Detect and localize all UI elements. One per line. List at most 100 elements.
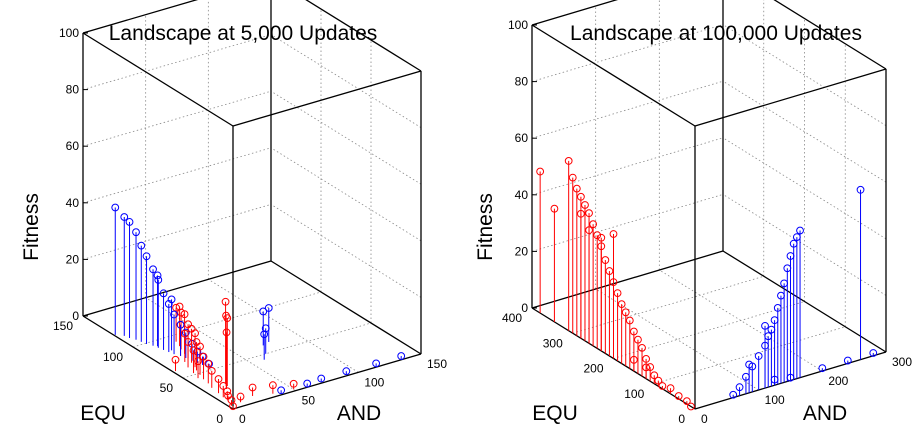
data-point-marker bbox=[196, 342, 204, 351]
z-tick-label: 20 bbox=[515, 244, 529, 258]
back-wall-gridline bbox=[82, 90, 272, 147]
axis-box-edge bbox=[531, 0, 619, 26]
z-tick-label: 100 bbox=[59, 26, 79, 40]
x-tick-label: 0 bbox=[701, 412, 708, 426]
data-point-marker bbox=[792, 233, 801, 242]
axis-box-edge bbox=[531, 24, 696, 127]
x-tick-label: 200 bbox=[828, 374, 848, 388]
z-tick-label: 20 bbox=[66, 252, 80, 266]
data-point-marker bbox=[735, 383, 744, 392]
data-point-marker bbox=[171, 355, 180, 364]
data-point-marker bbox=[268, 381, 277, 390]
data-point-marker bbox=[658, 382, 667, 390]
data-point-marker bbox=[780, 279, 789, 288]
data-point-marker bbox=[666, 384, 675, 393]
x-tick-label: 100 bbox=[364, 375, 384, 389]
axis-box-edge bbox=[82, 260, 272, 317]
data-point-marker bbox=[745, 360, 754, 369]
data-point-marker bbox=[261, 324, 270, 333]
data-point-marker bbox=[742, 372, 750, 381]
axis-box-edge bbox=[694, 68, 887, 127]
data-point-marker bbox=[601, 256, 610, 264]
data-point-marker bbox=[621, 308, 630, 317]
data-point-marker bbox=[761, 321, 769, 330]
x-tick-label: 100 bbox=[765, 393, 785, 407]
data-point-marker bbox=[153, 271, 162, 280]
floor-gridline bbox=[572, 275, 764, 334]
axis-box-edge bbox=[232, 70, 422, 127]
data-point-marker bbox=[856, 185, 865, 194]
data-point-marker bbox=[137, 241, 146, 250]
axis-box-edge bbox=[305, 0, 422, 72]
data-point-marker bbox=[568, 173, 577, 182]
data-point-marker bbox=[786, 252, 795, 260]
data-point-marker bbox=[189, 346, 198, 355]
data-point-marker bbox=[646, 363, 655, 371]
data-point-marker bbox=[770, 316, 779, 325]
data-point-marker bbox=[204, 359, 213, 368]
side-wall-gridline bbox=[270, 34, 422, 128]
data-point-marker bbox=[223, 387, 232, 396]
y-tick-label: 100 bbox=[103, 350, 123, 364]
data-point-marker bbox=[629, 355, 638, 364]
axis-box-edge bbox=[82, 315, 234, 410]
data-point-marker bbox=[577, 209, 585, 218]
data-point-marker bbox=[597, 233, 606, 242]
data-point-marker bbox=[581, 201, 589, 209]
data-point-marker bbox=[796, 226, 804, 235]
data-point-marker bbox=[132, 228, 140, 237]
data-point-marker bbox=[654, 376, 663, 385]
floor-gridline bbox=[208, 278, 359, 373]
data-point-marker bbox=[180, 310, 189, 319]
data-point-marker bbox=[207, 366, 216, 375]
data-point-marker bbox=[149, 265, 157, 274]
data-point-marker bbox=[767, 325, 776, 334]
data-point-marker bbox=[634, 335, 642, 344]
data-point-marker bbox=[248, 383, 257, 392]
side-wall-gridline bbox=[270, 204, 422, 298]
axis-box-edge bbox=[82, 0, 199, 34]
data-point-marker bbox=[142, 252, 151, 261]
back-wall-gridline bbox=[531, 137, 724, 196]
data-point-marker bbox=[589, 220, 598, 229]
data-point-marker bbox=[642, 354, 650, 363]
data-point-marker bbox=[682, 397, 691, 406]
data-point-marker bbox=[222, 328, 231, 337]
y-tick-label: 200 bbox=[583, 362, 603, 376]
y-axis-label: EQU bbox=[80, 402, 126, 425]
chart-panel-2: 0 20 40 60 80 100 0 100 200 300 0 100 200 300 400 Lands… bbox=[474, 0, 912, 426]
z-tick-label: 0 bbox=[521, 301, 528, 315]
axis-box-edge bbox=[773, 0, 887, 70]
data-point-marker bbox=[397, 352, 406, 360]
y-axis-label: EQU bbox=[532, 402, 578, 425]
data-point-marker bbox=[199, 352, 208, 361]
z-tick-label: 80 bbox=[515, 75, 529, 89]
data-point-marker bbox=[260, 330, 269, 339]
data-point-marker bbox=[585, 226, 593, 235]
x-tick-label: 150 bbox=[427, 357, 447, 371]
floor-gridline bbox=[654, 326, 846, 385]
data-point-marker bbox=[687, 402, 695, 411]
data-point-marker bbox=[177, 308, 185, 317]
data-point-marker bbox=[111, 203, 120, 212]
data-point-marker bbox=[176, 320, 185, 329]
axis-box-edge bbox=[270, 260, 422, 355]
data-point-marker bbox=[593, 231, 602, 240]
floor-gridline bbox=[132, 291, 322, 348]
data-point-marker bbox=[221, 297, 230, 306]
data-point-marker bbox=[843, 356, 852, 365]
axis-box-edge bbox=[232, 353, 422, 410]
data-point-marker bbox=[869, 349, 878, 357]
data-point-marker bbox=[259, 307, 268, 316]
x-tick-label: 50 bbox=[302, 394, 316, 408]
data-point-marker bbox=[303, 379, 312, 388]
y-tick-label: 0 bbox=[216, 412, 223, 426]
data-point-marker bbox=[264, 304, 273, 312]
y-tick-label: 400 bbox=[502, 311, 522, 325]
data-point-marker bbox=[773, 303, 782, 312]
data-point-marker bbox=[783, 264, 792, 273]
axis-box-edge bbox=[722, 250, 887, 353]
z-tick-label: 60 bbox=[66, 139, 80, 153]
axis-box-edge bbox=[531, 250, 724, 309]
